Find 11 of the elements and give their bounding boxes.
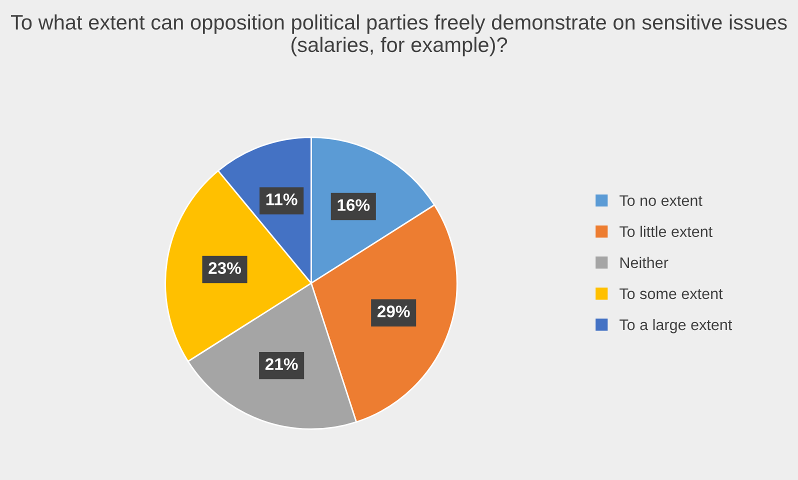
legend-label: To some extent (620, 288, 723, 300)
data-label: 23% (208, 262, 241, 274)
data-label: 21% (265, 358, 298, 370)
data-label: 16% (338, 199, 370, 211)
legend-label: To little extent (620, 226, 712, 238)
legend-label: To a large extent (620, 318, 732, 334)
legend-label: Neither (620, 256, 668, 268)
legend-label: To no extent (620, 195, 702, 206)
data-label: 29% (377, 306, 410, 318)
data-label: 11% (266, 194, 298, 206)
chart-title: To what extent can opposition political parties freely demonstrate on sensitive issues (salaries, for example)? (10, 14, 787, 56)
